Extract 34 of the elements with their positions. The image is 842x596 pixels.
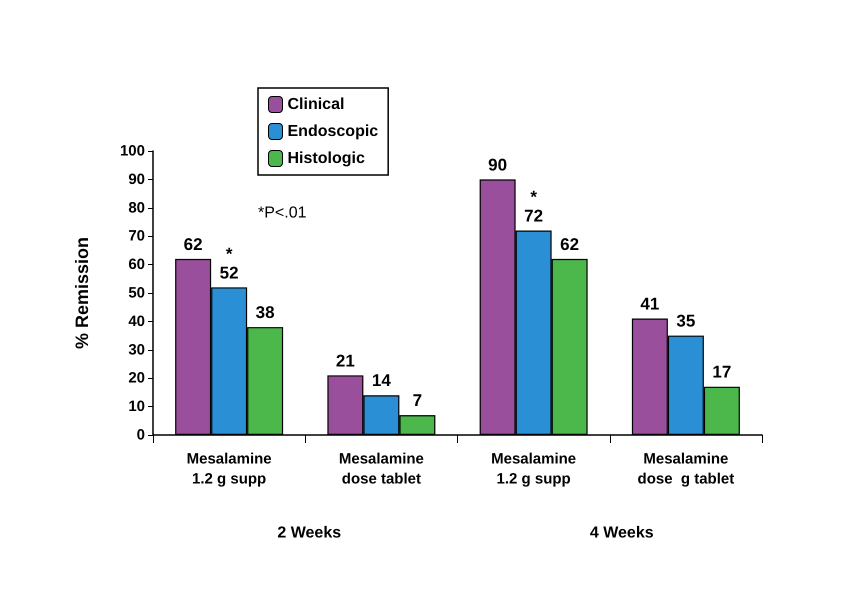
data-label: 90 <box>488 155 508 174</box>
data-label: * 72 <box>524 188 544 226</box>
y-tick-label: 80 <box>128 199 145 216</box>
y-tick-label: 10 <box>128 398 145 416</box>
y-tick-label: 100 <box>120 142 145 160</box>
y-tick-label: 70 <box>128 228 145 245</box>
data-label: 14 <box>372 371 392 390</box>
data-label: * 52 <box>220 244 239 282</box>
legend-label: Clinical <box>288 96 344 113</box>
y-tick-label: 20 <box>128 370 145 387</box>
data-label: 7 <box>412 391 422 410</box>
data-label: 41 <box>640 294 660 314</box>
y-tick-label: 60 <box>128 256 145 274</box>
x-tick-label: Mesalamine dose g tablet <box>638 450 734 488</box>
text: 2 Weeks <box>277 524 342 542</box>
x-tick-label: Mesalamine dose tablet <box>338 450 424 488</box>
y-tick-label: 40 <box>128 312 145 330</box>
y-tick-label: 90 <box>128 170 145 188</box>
x-tick-label: Mesalamine 1.2 g supp <box>186 450 272 488</box>
data-label: 62 <box>184 234 203 254</box>
x-tick-label: Mesalamine 1.2 g supp <box>491 450 576 488</box>
data-label: 62 <box>560 234 580 254</box>
data-label: 21 <box>336 351 355 370</box>
text: 4 Weeks <box>590 524 654 542</box>
data-label: 35 <box>676 312 696 331</box>
y-axis-title: % Remission <box>72 236 92 350</box>
legend-label: Histologic <box>288 150 365 167</box>
data-label: 17 <box>712 362 732 382</box>
y-tick-label: 30 <box>128 341 145 358</box>
legend-label: Endoscopic <box>288 123 378 140</box>
data-label: 38 <box>256 303 275 322</box>
y-tick-label: 0 <box>136 426 145 444</box>
annotation: *P<.01 <box>258 204 307 222</box>
y-tick-label: 50 <box>128 284 145 302</box>
